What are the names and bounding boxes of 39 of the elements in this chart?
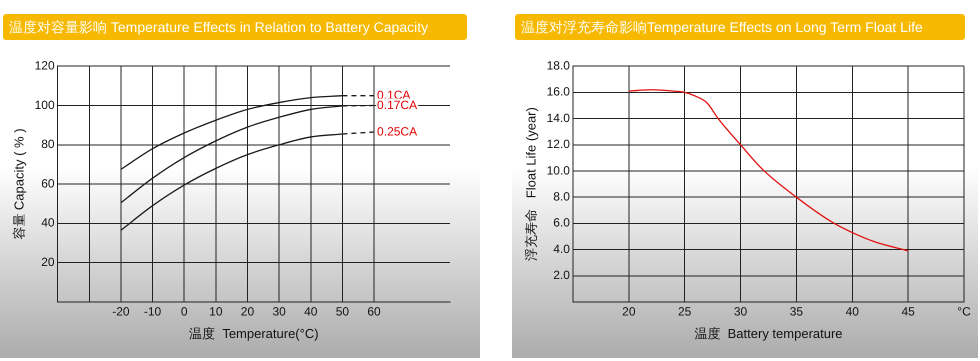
y-tick-label: 14.0 [546, 110, 570, 125]
y-tick-label: 4.0 [553, 242, 570, 256]
y-axis-title: 容量 Capacity ( % ) [11, 128, 26, 240]
y-tick-label: 6.0 [553, 216, 570, 230]
series-label: 0.17CA [377, 98, 418, 112]
x-tick-label: 40 [304, 304, 318, 319]
x-tick-label: 60 [367, 304, 382, 319]
x-tick-label: 0 [180, 304, 188, 319]
y-tick-label: 10.0 [546, 163, 570, 178]
chart-title: 温度对浮充寿命影响Temperature Effects on Long Term Float Life [515, 14, 965, 40]
x-axis-title: 温度 Temperature(°C) [189, 326, 319, 341]
y-tick-label: 80 [41, 137, 55, 152]
y-tick-label: 8.0 [553, 190, 570, 204]
y-tick-label: 100 [34, 98, 55, 112]
y-tick-label: 18.0 [546, 58, 570, 73]
x-tick-label: 10 [209, 304, 223, 319]
x-tick-label: 30 [734, 304, 748, 319]
y-tick-label: 12.0 [546, 137, 570, 152]
x-tick-label: 30 [272, 304, 286, 319]
x-tick-label: °C [957, 304, 972, 319]
y-tick-label: 16.0 [546, 84, 570, 99]
x-tick-label: 45 [901, 304, 916, 319]
x-tick-label: 35 [790, 304, 804, 319]
x-tick-label: 50 [336, 304, 350, 319]
x-tick-label: -10 [144, 304, 162, 319]
y-tick-label: 40 [41, 216, 55, 230]
y-tick-label: 2.0 [553, 268, 570, 282]
x-axis-title: 温度 Battery temperature [694, 326, 843, 341]
y-tick-label: 120 [34, 58, 55, 73]
x-tick-label: 40 [846, 304, 860, 319]
y-axis-title: 浮充寿命 Float Life (year) [523, 107, 538, 262]
chart-title: 温度对容量影响 Temperature Effects in Relation to Battery Capacity [3, 14, 467, 40]
x-tick-label: -20 [112, 304, 130, 319]
y-tick-label: 60 [41, 176, 55, 190]
x-tick-label: 20 [240, 304, 254, 319]
y-tick-label: 20 [41, 255, 55, 270]
x-tick-label: 25 [678, 304, 692, 319]
x-tick-label: 20 [622, 304, 636, 319]
series-label: 0.25CA [377, 124, 418, 138]
